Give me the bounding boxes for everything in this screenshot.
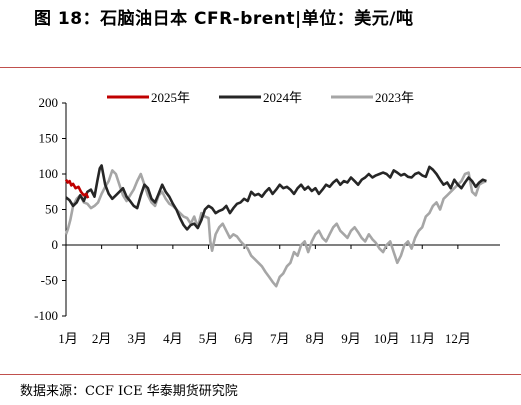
x-tick-label: 9月 bbox=[341, 331, 361, 346]
y-tick-label: 200 bbox=[39, 95, 59, 110]
series-lines bbox=[64, 164, 487, 288]
x-tick-label: 12月 bbox=[445, 331, 471, 346]
x-axis-ticks: 1月 2月 3月 4月 5月 6月 7月 8月 9月 10月 11月 12月 bbox=[58, 245, 471, 346]
series-line-2025年 bbox=[64, 178, 90, 199]
x-tick-label: 2月 bbox=[92, 331, 112, 346]
x-tick-label: 3月 bbox=[127, 331, 147, 346]
x-tick-label: 1月 bbox=[58, 331, 78, 346]
legend-label: 2023年 bbox=[375, 90, 414, 105]
series-line-2023年 bbox=[64, 169, 487, 288]
bottom-rule bbox=[0, 374, 521, 375]
top-rule bbox=[0, 67, 521, 68]
chart-title: 图 18：石脑油日本 CFR-brent|单位：美元/吨 bbox=[34, 9, 414, 29]
y-tick-label: 0 bbox=[52, 237, 59, 252]
series-line-2024年 bbox=[65, 164, 487, 231]
x-tick-label: 4月 bbox=[163, 331, 183, 346]
legend-label: 2024年 bbox=[263, 90, 302, 105]
legend: 2025年 2024年 2023年 bbox=[107, 90, 414, 105]
source-note: 数据来源：CCF ICE 华泰期货研究院 bbox=[20, 384, 238, 399]
x-tick-label: 5月 bbox=[199, 331, 219, 346]
y-tick-label: 50 bbox=[45, 202, 58, 217]
y-tick-label: 100 bbox=[39, 166, 59, 181]
y-tick-label: 150 bbox=[39, 131, 59, 146]
x-tick-label: 8月 bbox=[306, 331, 326, 346]
x-tick-label: 11月 bbox=[409, 331, 435, 346]
legend-label: 2025年 bbox=[151, 90, 190, 105]
x-tick-label: 10月 bbox=[374, 331, 400, 346]
y-tick-label: -100 bbox=[34, 308, 58, 323]
x-tick-label: 7月 bbox=[270, 331, 290, 346]
y-axis-ticks: 200 150 100 50 0 -50 -100 bbox=[34, 95, 66, 323]
axes bbox=[65, 103, 500, 316]
x-tick-label: 6月 bbox=[234, 331, 254, 346]
y-tick-label: -50 bbox=[41, 273, 58, 288]
